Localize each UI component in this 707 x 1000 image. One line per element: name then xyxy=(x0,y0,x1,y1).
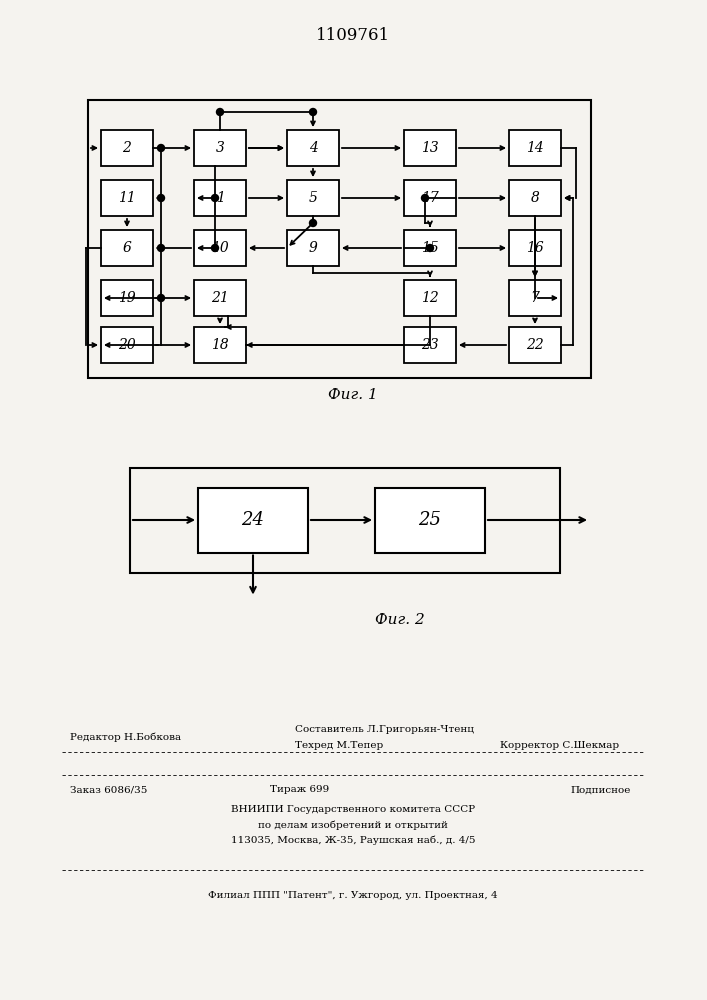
Text: 17: 17 xyxy=(421,191,439,205)
Text: 3: 3 xyxy=(216,141,224,155)
Bar xyxy=(509,130,561,166)
Bar xyxy=(287,130,339,166)
Bar xyxy=(404,130,456,166)
Circle shape xyxy=(158,144,165,151)
Text: 22: 22 xyxy=(526,338,544,352)
Bar xyxy=(404,180,456,216)
Text: Техред М.Тепер: Техред М.Тепер xyxy=(295,740,383,750)
Circle shape xyxy=(158,244,165,251)
Text: Подписное: Подписное xyxy=(570,786,631,794)
Bar xyxy=(101,230,153,266)
Text: 20: 20 xyxy=(118,338,136,352)
Bar xyxy=(375,488,485,552)
Text: 13: 13 xyxy=(421,141,439,155)
Text: 19: 19 xyxy=(118,291,136,305)
Bar xyxy=(101,280,153,316)
Bar xyxy=(198,488,308,552)
Circle shape xyxy=(158,294,165,302)
Text: 5: 5 xyxy=(308,191,317,205)
Circle shape xyxy=(310,220,317,227)
Text: 15: 15 xyxy=(421,241,439,255)
Bar xyxy=(194,130,246,166)
Bar xyxy=(509,327,561,363)
Text: 23: 23 xyxy=(421,338,439,352)
Text: 4: 4 xyxy=(308,141,317,155)
Text: Заказ 6086/35: Заказ 6086/35 xyxy=(70,786,147,794)
Bar xyxy=(194,280,246,316)
Text: 7: 7 xyxy=(530,291,539,305)
Bar xyxy=(509,280,561,316)
Bar xyxy=(130,468,560,572)
Bar xyxy=(194,230,246,266)
Bar xyxy=(101,130,153,166)
Bar xyxy=(287,230,339,266)
Text: 1109761: 1109761 xyxy=(316,26,390,43)
Bar xyxy=(509,230,561,266)
Circle shape xyxy=(211,194,218,202)
Text: 25: 25 xyxy=(419,511,441,529)
Text: 24: 24 xyxy=(242,511,264,529)
Bar xyxy=(88,100,591,378)
Text: Филиал ППП "Патент", г. Ужгород, ул. Проектная, 4: Филиал ППП "Патент", г. Ужгород, ул. Про… xyxy=(208,890,498,900)
Text: 21: 21 xyxy=(211,291,229,305)
Text: 8: 8 xyxy=(530,191,539,205)
Circle shape xyxy=(211,244,218,251)
Bar xyxy=(287,180,339,216)
Text: Составитель Л.Григорьян-Чтенц: Составитель Л.Григорьян-Чтенц xyxy=(295,726,474,734)
Bar xyxy=(194,327,246,363)
Text: Корректор С.Шекмар: Корректор С.Шекмар xyxy=(500,740,619,750)
Circle shape xyxy=(158,194,165,202)
Text: 10: 10 xyxy=(211,241,229,255)
Text: ВНИИПИ Государственного комитета СССР: ВНИИПИ Государственного комитета СССР xyxy=(231,806,475,814)
Bar xyxy=(404,327,456,363)
Circle shape xyxy=(421,194,428,202)
Text: Тираж 699: Тираж 699 xyxy=(270,786,329,794)
Bar xyxy=(194,180,246,216)
Text: Фиг. 1: Фиг. 1 xyxy=(328,388,378,402)
Text: Редактор Н.Бобкова: Редактор Н.Бобкова xyxy=(70,732,181,742)
Text: 12: 12 xyxy=(421,291,439,305)
Bar xyxy=(101,180,153,216)
Text: 1: 1 xyxy=(216,191,224,205)
Text: 18: 18 xyxy=(211,338,229,352)
Text: 6: 6 xyxy=(122,241,132,255)
Circle shape xyxy=(216,108,223,115)
Bar xyxy=(509,180,561,216)
Text: 11: 11 xyxy=(118,191,136,205)
Text: 16: 16 xyxy=(526,241,544,255)
Text: 9: 9 xyxy=(308,241,317,255)
Circle shape xyxy=(426,244,433,251)
Text: Фиг. 2: Фиг. 2 xyxy=(375,613,425,627)
Bar xyxy=(404,280,456,316)
Text: 14: 14 xyxy=(526,141,544,155)
Circle shape xyxy=(310,108,317,115)
Text: 2: 2 xyxy=(122,141,132,155)
Text: по делам изобретений и открытий: по делам изобретений и открытий xyxy=(258,820,448,830)
Bar xyxy=(101,327,153,363)
Text: 113035, Москва, Ж-35, Раушская наб., д. 4/5: 113035, Москва, Ж-35, Раушская наб., д. … xyxy=(230,835,475,845)
Bar xyxy=(404,230,456,266)
